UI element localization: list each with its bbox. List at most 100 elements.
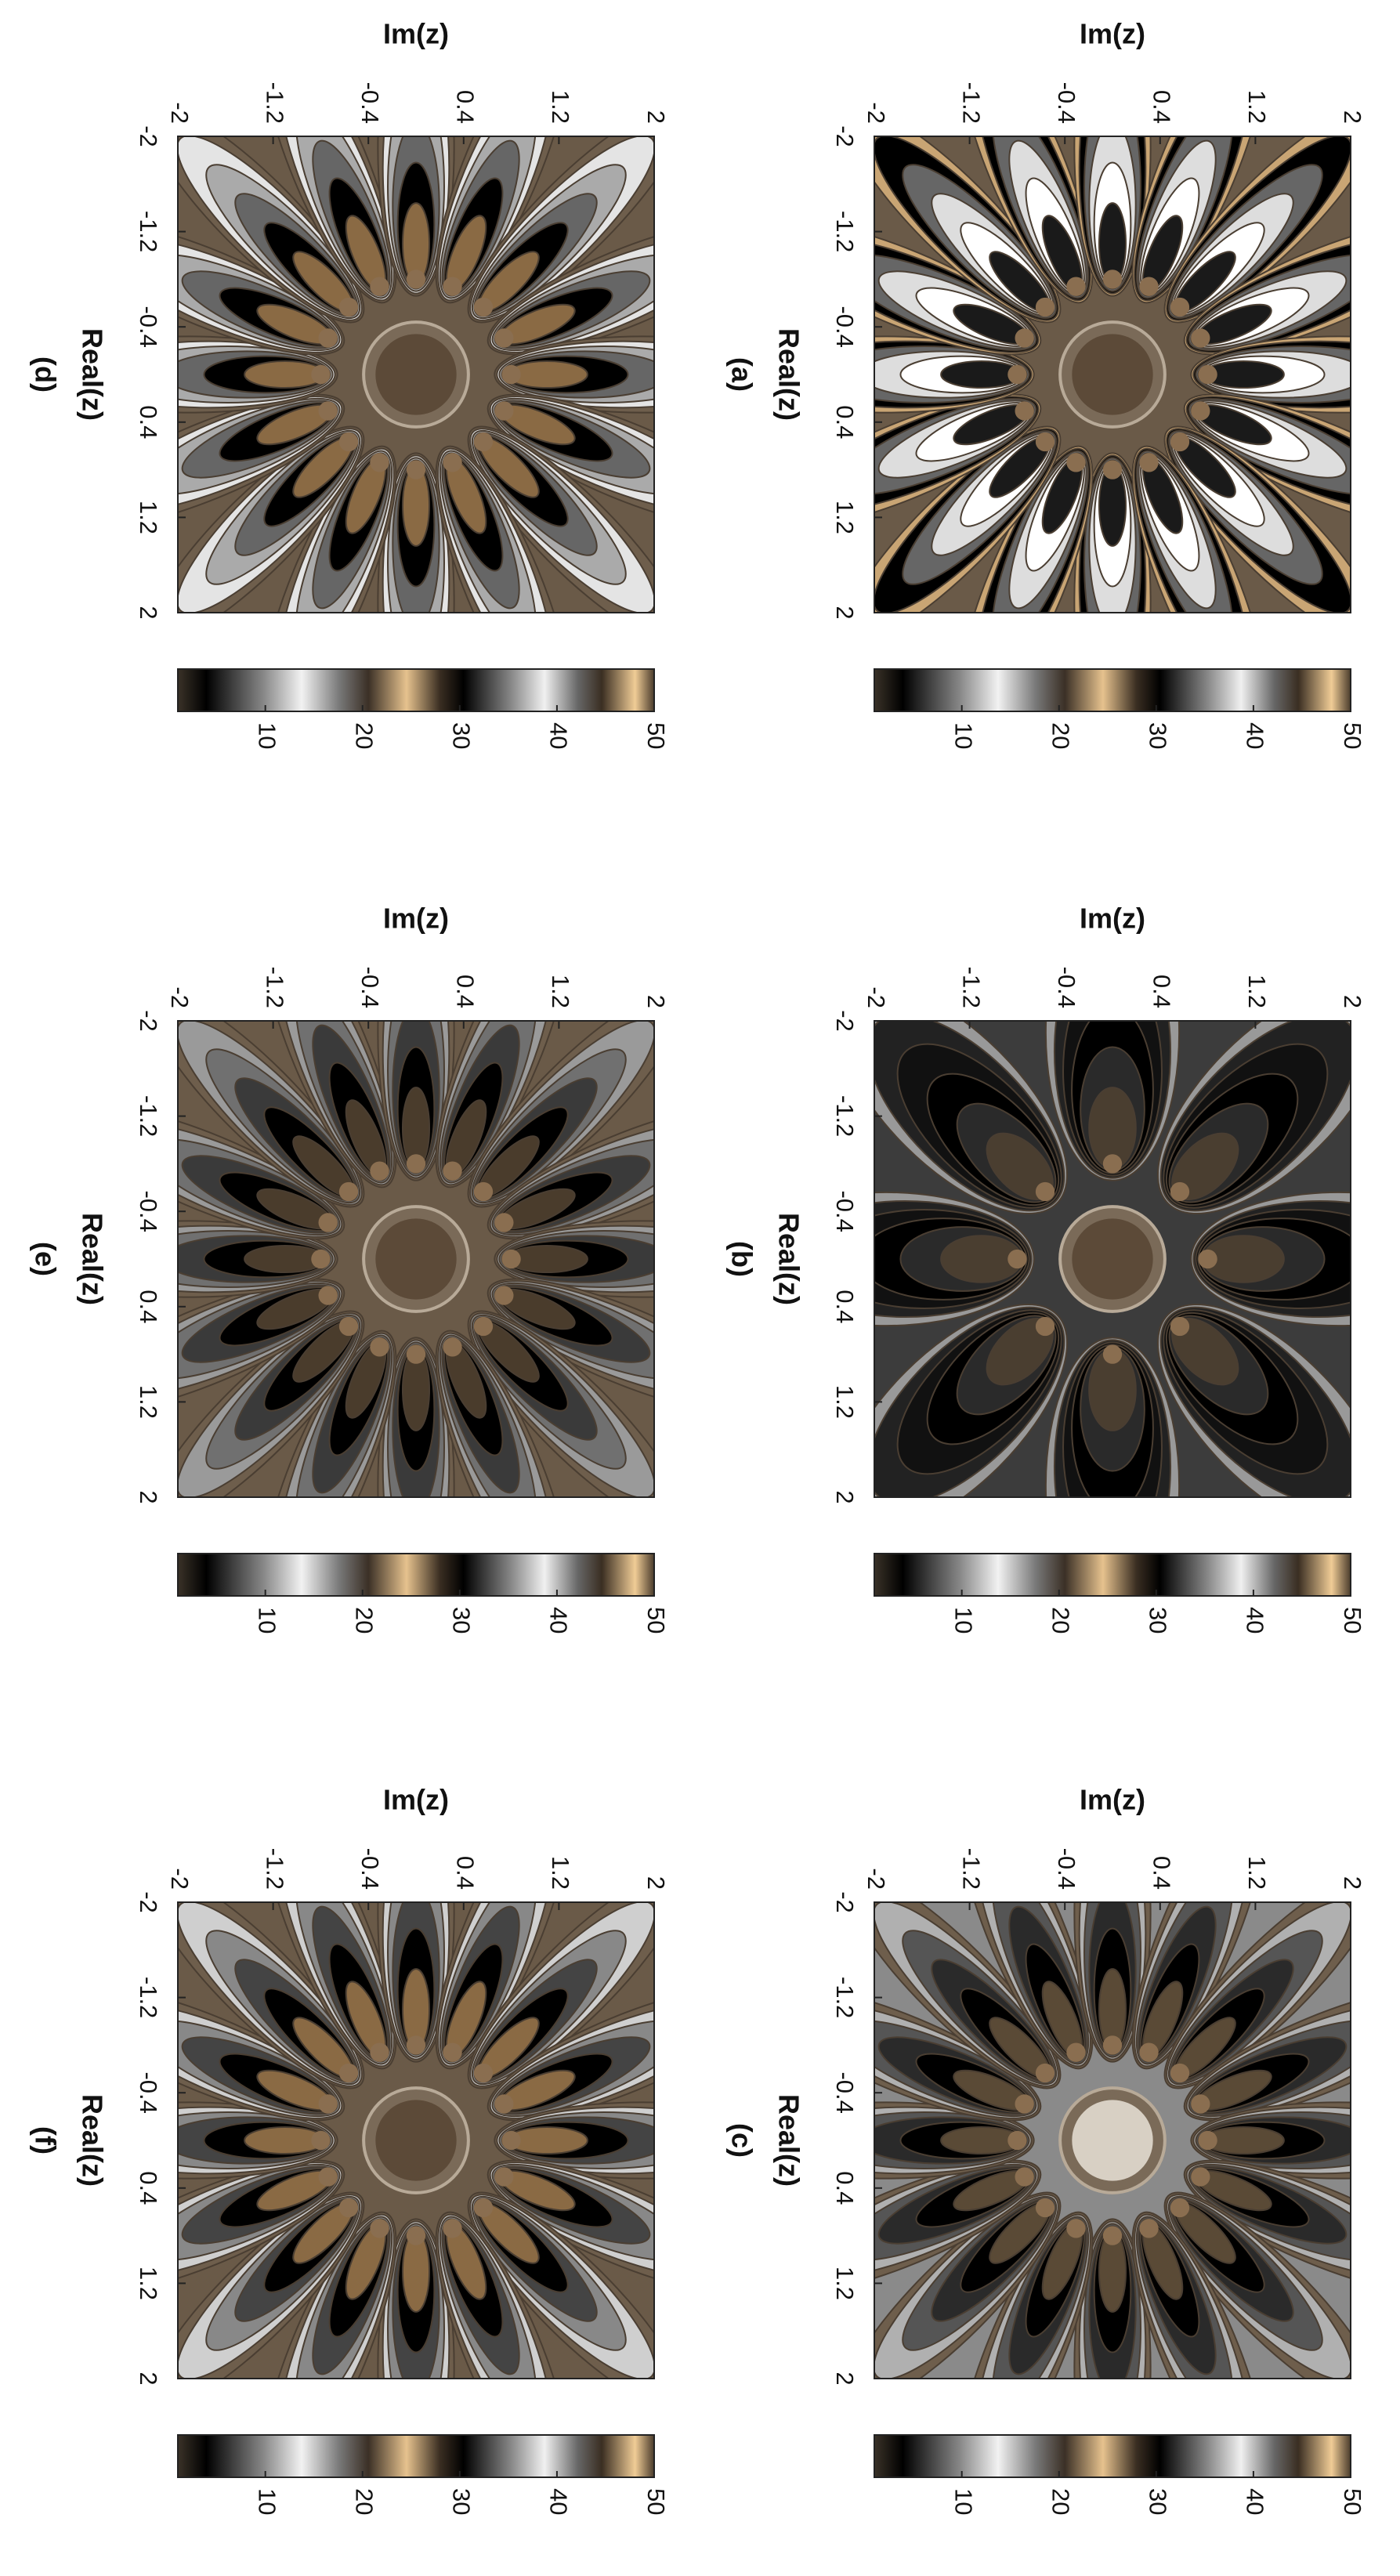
y-tick-label: -0.4 [1053,967,1080,1008]
petal-dot [1170,2198,1190,2218]
petal [487,393,654,529]
petal-dot [1102,1344,1123,1364]
panel-label: (b) [725,1241,758,1277]
petal [1073,2218,1152,2379]
petal [874,1021,1069,1215]
petal [435,1021,570,1189]
y-axis-label: Im(z) [383,18,449,50]
y-tick-label: -0.4 [356,1848,384,1890]
x-tick-label: 1.2 [135,501,162,534]
petal-dot [1035,432,1055,452]
petal [1073,452,1152,613]
y-tick-label: 1.2 [547,975,574,1008]
colorbar-tick-label: 30 [1145,2488,1172,2515]
petal-dot [1035,297,1055,317]
colorbar-tick-label: 10 [950,1607,977,1634]
axes-frame [177,136,655,613]
colorbar-tick-label: 40 [545,2488,573,2515]
colorbar-tick-label: 20 [351,2488,378,2515]
petal [178,1105,345,1240]
y-tick-label: -1.2 [957,967,985,1008]
x-tick-label: 1.2 [831,1385,859,1419]
petal [435,2211,570,2379]
colorbar-tick-label: 40 [1242,1607,1269,1634]
petal-dot [501,2130,521,2151]
petal [377,452,455,613]
petal-dot [311,364,331,385]
y-tick-label: 2 [642,995,670,1008]
y-axis-label: Im(z) [383,1784,449,1816]
x-axis-label: Real(z) [772,1213,805,1305]
petal [494,335,654,414]
x-tick-label: -0.4 [831,2071,859,2113]
petal [1044,1021,1181,1181]
petal [178,2191,365,2379]
y-tick-label: -1.2 [261,1848,288,1890]
y-tick-label: -2 [166,1868,194,1890]
x-tick-label: 2 [135,2372,162,2385]
petal-dot [1139,453,1159,472]
petal-dot [1170,2063,1190,2083]
petal-dot [406,1154,426,1174]
colorbar-tick-label: 30 [1145,1607,1172,1634]
x-tick-label: -2 [135,1891,162,1913]
petal-dot [473,1316,494,1337]
y-axis-label: Im(z) [1080,1784,1145,1816]
petal [262,445,397,613]
x-tick-label: 2 [831,606,859,619]
petal [178,1021,365,1208]
petal-dot [311,1249,331,1269]
subplot: -2 -1.2 -0.4 0.4 1.2 2 -2 -1.2 -0.4 0.4 1.2 2 Real(z… [29,18,669,750]
petal [958,136,1094,304]
petal [377,1021,455,1181]
petal [262,2211,397,2379]
colorbar-tick-label: 20 [351,722,378,749]
y-tick-label: 0.4 [452,90,479,124]
petal [1156,1021,1351,1215]
petal-dot [406,270,426,289]
x-tick-label: -0.4 [135,2071,162,2113]
petal [467,2191,654,2379]
x-tick-label: 0.4 [135,1290,162,1323]
petal [874,393,1042,529]
y-tick-label: -0.4 [356,82,384,124]
petal-dot [1007,364,1027,385]
y-tick-label: 0.4 [1149,90,1176,124]
petal-dot [1198,1249,1217,1269]
colorbar-tick-label: 30 [448,1607,476,1634]
y-tick-label: 0.4 [1149,975,1176,1008]
petal [1163,136,1351,324]
y-tick-label: 1.2 [547,90,574,124]
petal-dot [1139,2219,1159,2238]
petal-dot [318,401,338,421]
petal-dot [1170,1181,1190,1202]
x-tick-label: 1.2 [831,2267,859,2300]
x-tick-label: -1.2 [831,211,859,252]
petal-dot [1191,401,1210,421]
petal-dot [1066,277,1086,296]
petal-dot [1191,2167,1210,2187]
y-tick-label: 2 [1339,110,1366,124]
x-tick-label: 2 [135,1490,162,1503]
petal-dot [494,1213,514,1232]
rotated-figure: -2 -1.2 -0.4 0.4 1.2 2 -2 -1.2 -0.4 0.4 1.2 2 Real(z… [29,18,1366,2516]
petal [1183,220,1351,356]
petal-dot [494,1286,514,1305]
petal-dot [338,432,359,452]
petal-dot [338,1181,359,1202]
petal [1190,1191,1351,1327]
petal-dot [443,2042,462,2062]
petal-dot [406,460,426,479]
petal [178,1278,345,1413]
x-tick-label: -0.4 [831,1190,859,1232]
x-tick-label: -1.2 [135,1977,162,2018]
colorbar [177,1553,655,1597]
petal-dot [318,1286,338,1305]
petal [1131,136,1267,304]
petal-dot [1198,364,1217,385]
colorbar-tick-label: 50 [1339,1607,1366,1634]
petal-dot [1191,2094,1210,2114]
panel-label: (f) [29,2126,61,2155]
petal [494,2101,654,2180]
